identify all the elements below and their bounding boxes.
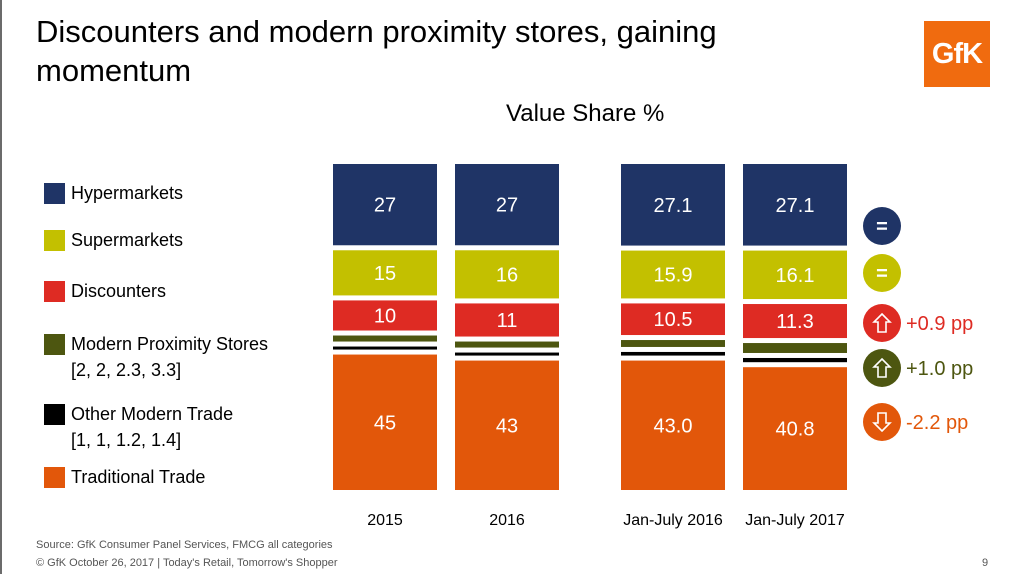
bar-segment-supermarkets (333, 250, 437, 296)
bar-segment-supermarkets (455, 250, 559, 299)
change-indicator: +0.9 pp (863, 304, 973, 342)
category-label: Jan-July 2016 (623, 512, 723, 529)
bar-segment-other-modern-trade (333, 346, 437, 350)
bar-segment-other-modern-trade (743, 357, 847, 363)
legend-item-hypermarkets: Hypermarkets (44, 183, 344, 206)
change-badge (863, 403, 901, 441)
bar-segment-traditional-trade (455, 360, 559, 490)
change-indicator: = (863, 254, 901, 292)
bar-segment-discounters (333, 300, 437, 331)
bar-segment-discounters (621, 303, 725, 336)
arrow-up-icon (872, 357, 892, 378)
arrow-down-icon (872, 412, 892, 433)
data-label: 27 (496, 195, 518, 217)
data-label: 27.1 (776, 195, 815, 217)
legend-sublabel: [2, 2, 2.3, 3.3] (71, 360, 182, 380)
change-label: +1.0 pp (906, 358, 973, 380)
footer-text: © GfK October 26, 2017 | Today's Retail,… (36, 557, 338, 569)
bar-segment-modern-proximity-stores (743, 343, 847, 353)
bar-segment-other-modern-trade (621, 351, 725, 356)
legend-swatch (44, 183, 65, 204)
change-label: +0.9 pp (906, 313, 973, 335)
slide-title: Discounters and modern proximity stores,… (36, 14, 717, 88)
bar-segment-supermarkets (621, 250, 725, 299)
change-indicator: -2.2 pp (863, 403, 968, 441)
bar-segment-modern-proximity-stores (455, 341, 559, 348)
data-label: 16.1 (776, 265, 815, 287)
change-badge (863, 304, 901, 342)
category-label: 2016 (489, 512, 525, 529)
source-note: Source: GfK Consumer Panel Services, FMC… (36, 539, 333, 551)
chart-title: Value Share % (506, 100, 665, 127)
legend-label: Other Modern Trade (71, 404, 234, 424)
bar-segment-traditional-trade (333, 354, 437, 490)
data-label: 15.9 (654, 265, 693, 287)
equal-sign-icon: = (876, 216, 888, 238)
data-label: 11.3 (776, 311, 813, 333)
legend-item-other-modern-trade: Other Modern Trade [1, 1, 1.2, 1.4] (44, 404, 344, 453)
bar-segment-hypermarkets (743, 164, 847, 246)
page-number: 9 (982, 557, 989, 569)
legend-label: Hypermarkets (71, 183, 184, 203)
data-label: 10.5 (654, 309, 693, 331)
bar-segment-traditional-trade (621, 360, 725, 490)
change-badge (863, 254, 901, 292)
bar-segment-supermarkets (743, 250, 847, 300)
bar-segment-discounters (743, 304, 847, 339)
data-label: 27 (374, 195, 396, 217)
bar-segment-traditional-trade (743, 367, 847, 490)
arrow-up-icon (872, 312, 892, 333)
bar-segment-other-modern-trade (455, 352, 559, 356)
data-label: 40.8 (776, 419, 815, 441)
bar-segment-hypermarkets (455, 164, 559, 246)
bar-segment-hypermarkets (621, 164, 725, 246)
bar-segment-discounters (455, 303, 559, 337)
change-label: -2.2 pp (906, 412, 968, 434)
legend-swatch (44, 404, 65, 425)
left-edge-rule (0, 0, 2, 574)
legend-item-modern-proximity: Modern Proximity Stores [2, 2, 2.3, 3.3] (44, 334, 344, 383)
legend-sublabel: [1, 1, 1.2, 1.4] (71, 430, 182, 450)
legend-item-traditional-trade: Traditional Trade (44, 467, 344, 490)
data-label: 45 (374, 412, 396, 434)
legend-label: Traditional Trade (71, 467, 206, 487)
legend-swatch (44, 334, 65, 355)
change-indicator: +1.0 pp (863, 349, 973, 387)
legend-label: Modern Proximity Stores (71, 334, 269, 354)
category-label: 2015 (367, 512, 403, 529)
legend-label: Supermarkets (71, 230, 184, 250)
data-label: 27.1 (654, 195, 693, 217)
legend-swatch (44, 281, 65, 302)
legend-item-discounters: Discounters (44, 281, 344, 304)
gfk-logo: GfK (924, 21, 990, 87)
bar-segment-modern-proximity-stores (333, 335, 437, 342)
legend-swatch (44, 467, 65, 488)
data-label: 16 (496, 264, 518, 286)
category-label: Jan-July 2017 (745, 512, 845, 529)
data-label: 43.0 (654, 415, 693, 437)
legend-swatch (44, 230, 65, 251)
bar-segment-hypermarkets (333, 164, 437, 246)
legend-item-supermarkets: Supermarkets (44, 230, 344, 253)
change-badge (863, 349, 901, 387)
data-label: 10 (374, 305, 396, 327)
data-label: 11 (497, 310, 518, 332)
data-label: 43 (496, 415, 518, 437)
bar-segment-modern-proximity-stores (621, 340, 725, 347)
change-badge (863, 207, 901, 245)
equal-sign-icon: = (876, 263, 888, 285)
data-label: 15 (374, 263, 396, 285)
legend-label: Discounters (71, 281, 167, 301)
change-indicator: = (863, 207, 901, 245)
